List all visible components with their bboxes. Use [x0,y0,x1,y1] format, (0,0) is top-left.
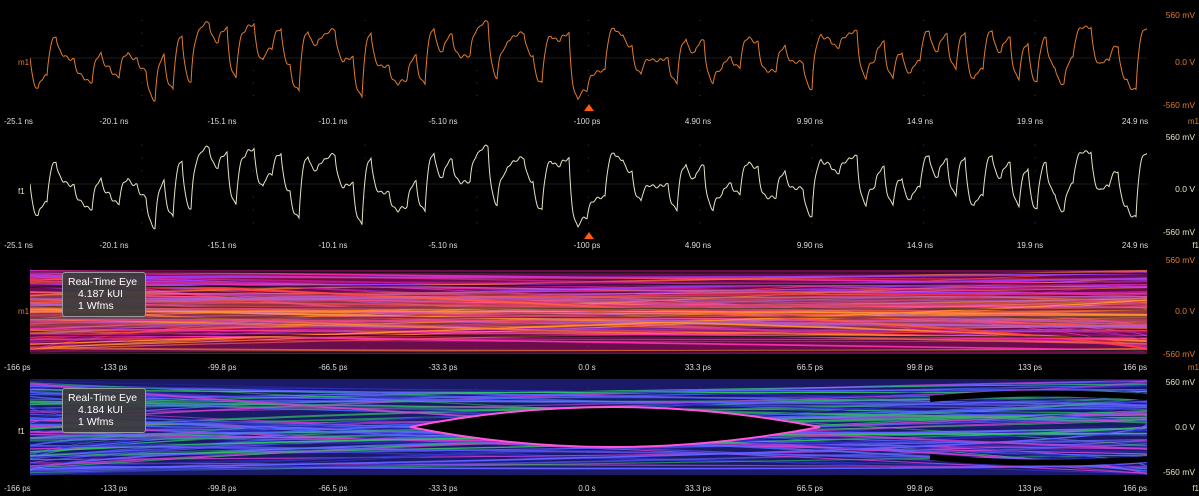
x-tick-label: 33.3 ps [684,363,712,372]
x-axis-channel-tag: m1 [1187,117,1199,126]
y-label-top: 560 mV [1165,377,1195,387]
trigger-marker[interactable] [584,232,594,239]
x-tick-label: 66.5 ps [796,363,824,372]
x-tick-label: 19.9 ns [1016,117,1044,126]
x-tick-label: 19.9 ns [1016,241,1044,250]
x-tick-label: -66.5 ps [318,484,348,493]
x-tick-label: -100 ps [573,117,601,126]
channel-marker[interactable]: m1 [18,307,30,316]
x-tick-label: 133 ps [1017,363,1043,372]
plot-area[interactable] [30,8,1147,108]
x-tick-label: -5.10 ns [428,241,458,250]
x-tick-label: 14.9 ns [906,241,934,250]
badge-ui-count: 4.187 kUI [78,288,123,300]
y-label-bottom: -560 mV [1162,467,1195,477]
eye-diagram [30,269,1147,354]
eye-diagram [30,379,1147,476]
x-tick-label: -166 ps [4,484,31,493]
x-tick-label: -166 ps [4,363,31,372]
badge-wfms-count: 1 Wfms [78,300,114,312]
x-tick-label: -99.8 ps [207,484,237,493]
badge-title: Real-Time Eye [68,276,138,288]
x-axis: -25.1 ns -20.1 ns -15.1 ns -10.1 ns -5.10 ns… [0,117,1199,129]
x-tick-label: 166 ps [1122,363,1148,372]
y-label-top: 560 mV [1165,132,1195,142]
x-tick-label: -100 ps [573,241,601,250]
x-tick-label: 66.5 ps [796,484,824,493]
x-tick-label: 166 ps [1122,484,1148,493]
eye-opening [409,406,821,448]
x-tick-label: 133 ps [1017,484,1043,493]
x-tick-label: -20.1 ns [99,241,129,250]
x-tick-label: 9.90 ns [796,241,824,250]
trace-line [30,144,1147,230]
x-axis: -25.1 ns -20.1 ns -15.1 ns -10.1 ns -5.10 ns… [0,241,1199,253]
x-tick-label: -25.1 ns [4,117,33,126]
y-label-bottom: -560 mV [1162,100,1195,110]
x-tick-label: -20.1 ns [99,117,129,126]
panel-m1-waveform[interactable]: m1 560 mV 0.0 V -560 mV -25.1 ns -20.1 ns… [0,0,1199,128]
x-tick-label: 4.90 ns [684,117,712,126]
y-label-top: 560 mV [1165,255,1195,265]
y-label-top: 560 mV [1165,10,1195,20]
y-label-mid: 0.0 V [1175,422,1195,432]
eye-info-badge[interactable]: Real-Time Eye 4.187 kUI 1 Wfms [62,272,147,317]
x-tick-label: 0.0 s [578,484,596,493]
x-tick-label: -15.1 ns [207,117,237,126]
x-tick-label: 99.8 ps [906,484,934,493]
trigger-marker[interactable] [584,104,594,111]
channel-marker[interactable]: m1 [18,58,30,67]
x-axis-channel-tag: f1 [1192,241,1199,250]
badge-wfms-count: 1 Wfms [78,416,114,428]
x-tick-label: -25.1 ns [4,241,33,250]
badge-title: Real-Time Eye [68,392,138,404]
y-label-mid: 0.0 V [1175,184,1195,194]
eye-plot-area[interactable] [30,375,1147,479]
x-tick-label: 14.9 ns [906,117,934,126]
y-label-bottom: -560 mV [1162,227,1195,237]
channel-marker[interactable]: f1 [18,427,25,436]
badge-ui-count: 4.184 kUI [78,404,123,416]
waveform-trace [30,20,1147,102]
x-axis-channel-tag: m1 [1187,363,1199,372]
x-tick-label: -33.3 ps [428,363,458,372]
x-tick-label: 33.3 ps [684,484,712,493]
waveform-trace [30,144,1147,230]
x-tick-label: -15.1 ns [207,241,237,250]
eye-plot-area[interactable] [30,266,1147,358]
x-tick-label: 24.9 ns [1121,241,1149,250]
x-tick-label: -5.10 ns [428,117,458,126]
x-tick-label: -99.8 ps [207,363,237,372]
x-tick-label: -133 ps [100,363,128,372]
x-tick-label: 24.9 ns [1121,117,1149,126]
x-tick-label: -33.3 ps [428,484,458,493]
x-axis-channel-tag: f1 [1192,484,1199,493]
x-tick-label: 9.90 ns [796,117,824,126]
x-axis: -166 ps -133 ps -99.8 ps -66.5 ps -33.3 ps 0.… [0,363,1199,375]
panel-f1-waveform[interactable]: f1 560 mV 0.0 V -560 mV -25.1 ns -20.1 ns… [0,128,1199,252]
x-tick-label: -133 ps [100,484,128,493]
panel-m1-eye[interactable]: m1 Real-Time Eye 4.187 kUI 1 Wfms 560 mV… [0,252,1199,372]
panel-f1-eye[interactable]: f1 Real-Time Eye 4.184 kUI 1 Wfms 560 mV… [0,372,1199,496]
x-tick-label: 99.8 ps [906,363,934,372]
x-tick-label: -66.5 ps [318,363,348,372]
x-tick-label: -10.1 ns [318,241,348,250]
x-tick-label: 0.0 s [578,363,596,372]
x-axis: -166 ps -133 ps -99.8 ps -66.5 ps -33.3 ps 0.… [0,484,1199,496]
channel-marker[interactable]: f1 [18,187,25,196]
x-tick-label: -10.1 ns [318,117,348,126]
plot-area[interactable] [30,132,1147,236]
y-label-bottom: -560 mV [1162,349,1195,359]
trace-line [30,20,1147,102]
x-tick-label: 4.90 ns [684,241,712,250]
y-label-mid: 0.0 V [1175,306,1195,316]
eye-info-badge[interactable]: Real-Time Eye 4.184 kUI 1 Wfms [62,388,147,433]
y-label-mid: 0.0 V [1175,57,1195,67]
